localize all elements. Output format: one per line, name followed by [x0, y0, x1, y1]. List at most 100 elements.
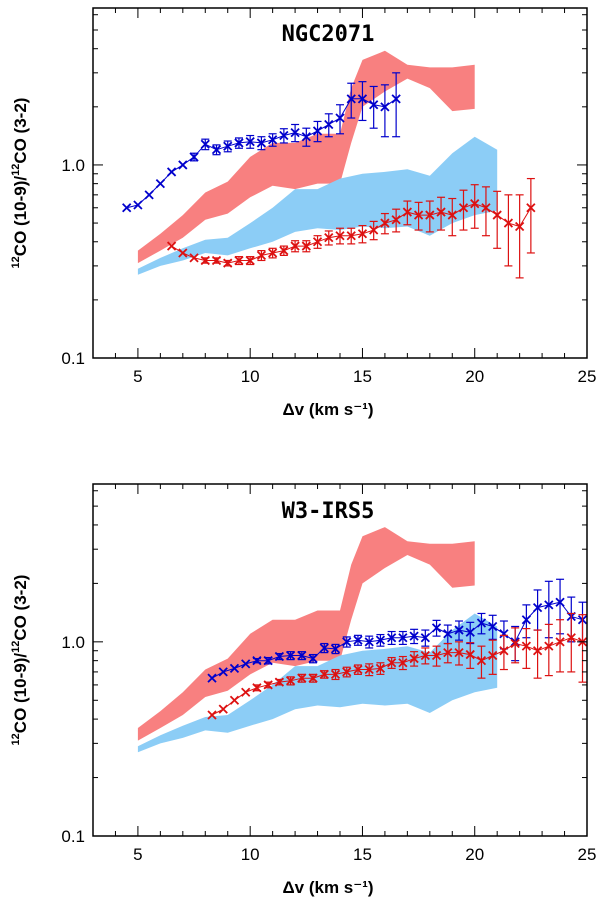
error-bar	[437, 196, 446, 231]
data-point	[207, 673, 217, 683]
error-bar	[544, 623, 553, 677]
data-point	[458, 203, 469, 213]
x-tick-label: 25	[578, 845, 597, 864]
panel-title: W3-IRS5	[282, 499, 375, 524]
data-point	[324, 119, 334, 130]
data-point	[532, 603, 543, 613]
data-point	[364, 664, 374, 675]
data-point	[279, 245, 289, 256]
data-point	[256, 250, 267, 261]
data-point	[263, 680, 273, 690]
data-point	[346, 94, 356, 104]
data-point	[223, 258, 233, 268]
data-point	[229, 695, 240, 705]
data-point	[133, 200, 143, 210]
model-blue-band	[137, 613, 498, 753]
data-point	[144, 190, 154, 200]
error-bar	[425, 200, 434, 233]
data-point	[166, 241, 177, 251]
data-point	[335, 231, 345, 241]
data-point	[380, 102, 390, 112]
error-bar	[578, 614, 587, 683]
x-tick-label: 5	[133, 367, 142, 386]
y-label-sup2: 12	[10, 641, 22, 653]
y-tick-label: 1.0	[61, 633, 85, 652]
error-bar	[504, 194, 513, 267]
error-bar	[380, 84, 389, 138]
y-tick-label: 0.1	[61, 349, 85, 368]
data-point	[267, 248, 278, 258]
data-point	[234, 138, 244, 148]
data-point	[555, 597, 565, 607]
data-point	[521, 615, 532, 625]
data-point	[532, 646, 543, 656]
data-point	[369, 225, 379, 235]
data-point	[476, 656, 487, 666]
data-point	[155, 179, 166, 189]
data-point	[207, 710, 217, 720]
error-bar	[493, 190, 502, 249]
data-point	[402, 207, 413, 217]
data-point	[297, 673, 307, 683]
data-point	[252, 683, 262, 693]
y-axis-label: 12CO (10-9)/12CO (3-2)	[10, 575, 30, 746]
data-point	[245, 137, 255, 147]
data-point	[488, 621, 498, 632]
data-point	[380, 218, 390, 228]
data-point	[218, 667, 228, 677]
error-bar	[533, 629, 542, 679]
data-point	[431, 650, 442, 661]
y-label-rest: CO (3-2)	[11, 575, 30, 641]
model-blue-band	[137, 136, 498, 275]
data-point	[245, 255, 255, 266]
data-point	[555, 637, 565, 647]
data-point	[200, 255, 210, 266]
data-point	[375, 635, 386, 645]
data-point	[301, 132, 311, 142]
data-point	[454, 625, 464, 635]
data-point	[324, 233, 334, 243]
model-red-band	[137, 50, 475, 264]
data-point	[510, 638, 520, 649]
x-tick-label: 15	[353, 367, 372, 386]
data-point	[319, 669, 329, 679]
data-point	[387, 658, 397, 668]
y-label-sup2: 12	[10, 164, 22, 176]
data-point	[353, 635, 363, 645]
data-point	[241, 687, 251, 697]
data-point	[229, 663, 240, 674]
x-axis-label: Δv (km s⁻¹)	[282, 400, 373, 419]
data-point	[290, 241, 300, 251]
data-point	[420, 633, 430, 643]
y-label-rest: CO (3-2)	[11, 98, 30, 164]
data-point	[200, 139, 210, 149]
data-point	[481, 203, 491, 213]
data-point	[413, 210, 424, 220]
error-bar	[556, 619, 565, 673]
data-point	[465, 627, 475, 637]
data-point	[470, 199, 480, 209]
data-point	[409, 631, 419, 641]
data-point	[252, 656, 262, 666]
data-point	[274, 651, 285, 662]
data-point	[279, 130, 289, 141]
data-point	[267, 135, 278, 145]
data-point	[211, 145, 222, 155]
data-point	[544, 641, 554, 651]
error-bar	[522, 627, 531, 669]
model-red-band	[137, 527, 475, 741]
data-point	[492, 210, 502, 220]
y-tick-label: 1.0	[61, 156, 85, 175]
data-point	[503, 218, 514, 228]
data-point	[465, 649, 475, 660]
data-point	[189, 152, 199, 162]
data-point	[342, 637, 352, 647]
error-bar	[511, 627, 520, 664]
error-bar	[369, 85, 378, 129]
data-point	[431, 623, 442, 633]
data-point	[335, 113, 345, 123]
y-axis-label: 12CO (10-9)/12CO (3-2)	[10, 98, 30, 269]
data-point	[319, 643, 329, 653]
panel-w3-irs5: 5 10 15 20 250.11.0 W3-IRS5 Δv (km s⁻¹) 12CO…	[10, 483, 597, 897]
